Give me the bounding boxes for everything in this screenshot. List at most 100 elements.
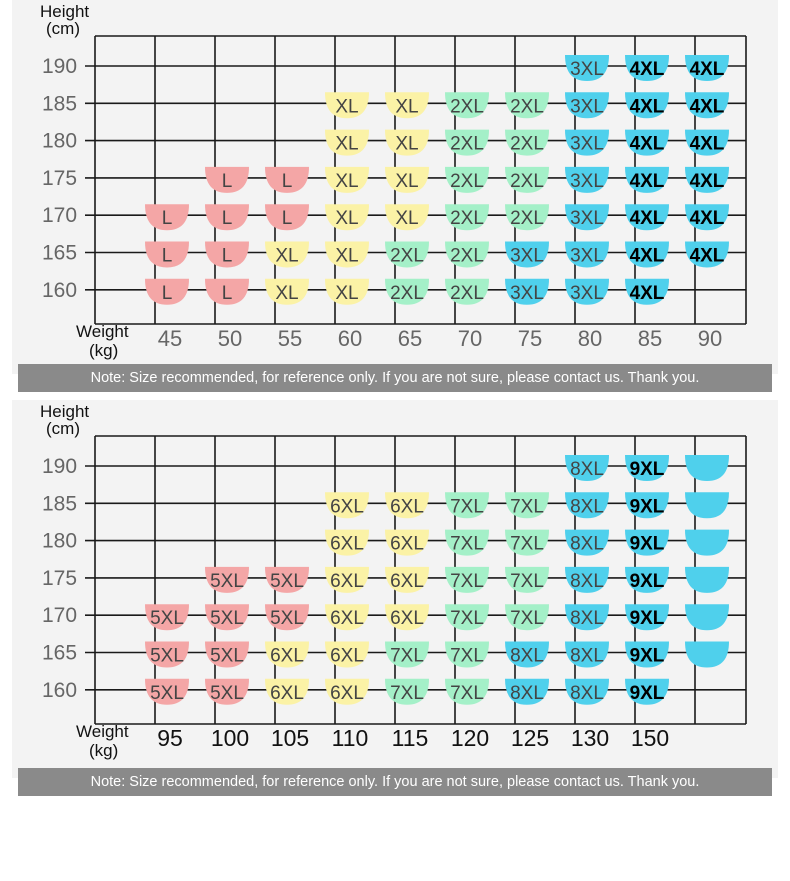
size-label: 8XL <box>510 646 544 667</box>
size-label: 8XL <box>570 608 604 629</box>
size-cell-pink <box>205 278 249 305</box>
size-cell-green <box>445 566 489 593</box>
size-label: 2XL <box>450 246 484 267</box>
size-cell-green <box>445 678 489 705</box>
size-cell-green <box>505 566 549 593</box>
size-label: 2XL <box>450 283 484 304</box>
size-label: 5XL <box>210 646 244 667</box>
size-cell-green <box>445 241 489 268</box>
weight-tick-label: 50 <box>218 326 242 351</box>
height-tick-label: 175 <box>42 167 77 190</box>
size-cell-yellow <box>325 92 369 119</box>
size-cell-blue <box>565 492 609 519</box>
size-cell-yellow <box>385 566 429 593</box>
size-label: 7XL <box>450 683 484 704</box>
size-label: 7XL <box>510 571 544 592</box>
size-cell-green <box>445 278 489 305</box>
size-label: L <box>282 171 293 192</box>
height-tick-label: 185 <box>42 92 77 115</box>
size-grid: Height(cm) Weight(kg) 190 185 180 175 170 165 16… <box>40 2 747 360</box>
size-label: 8XL <box>570 646 604 667</box>
size-cell-blue <box>565 129 609 156</box>
size-cell-green <box>505 129 549 156</box>
size-label: 4XL <box>630 59 665 80</box>
size-cell-yellow <box>385 92 429 119</box>
size-cell-pink <box>145 241 189 268</box>
weight-tick-label: 95 <box>157 725 183 751</box>
size-label: XL <box>395 171 418 192</box>
size-label: 4XL <box>690 59 725 80</box>
size-cell-blue <box>505 241 549 268</box>
size-cell-blue <box>685 241 729 268</box>
height-tick-label: 180 <box>42 130 77 153</box>
size-cell-pink <box>205 604 249 631</box>
size-cell-yellow <box>385 204 429 231</box>
size-label: 5XL <box>150 646 184 667</box>
size-label: 4XL <box>690 171 725 192</box>
weight-tick-label: 85 <box>638 326 662 351</box>
size-cell-blue <box>685 204 729 231</box>
size-cell-yellow <box>325 566 369 593</box>
size-chart-1: Height(cm) Weight(kg) 190 185 180 175 170 165 16… <box>40 2 747 360</box>
size-cell-yellow <box>325 641 369 668</box>
size-cell-yellow <box>325 604 369 631</box>
size-label: 4XL <box>630 134 665 155</box>
size-label: XL <box>335 171 358 192</box>
size-cell-green <box>445 129 489 156</box>
size-label: 6XL <box>390 571 424 592</box>
size-label: 2XL <box>510 134 544 155</box>
size-chart-2: Height(cm) Weight(kg) 190 185 180 175 170 165 16… <box>40 402 747 760</box>
size-label: 4XL <box>630 96 665 117</box>
height-tick-label: 185 <box>42 492 77 515</box>
size-cell-blue <box>625 529 669 556</box>
height-tick-label: 170 <box>42 604 77 627</box>
size-cell-blue <box>625 678 669 705</box>
size-cell-blue <box>565 678 609 705</box>
size-cell-blue <box>685 92 729 119</box>
size-label: XL <box>335 246 358 267</box>
size-cell-blue <box>625 455 669 481</box>
weight-tick-label: 75 <box>518 326 542 351</box>
size-label: 2XL <box>510 208 544 229</box>
size-chart-panel-2: Height (cm) Weight (kg) 190 185 180 175 170 165 16… <box>12 400 778 796</box>
size-cell-blue <box>625 166 669 193</box>
x-axis-unit: (kg) <box>89 741 118 760</box>
height-tick-label: 190 <box>42 455 77 478</box>
size-cell-yellow <box>265 641 309 668</box>
size-cell-yellow <box>385 129 429 156</box>
size-label: 7XL <box>510 534 544 555</box>
height-tick-label: 190 <box>42 55 77 78</box>
size-cell-pink <box>205 566 249 593</box>
height-tick-label: 160 <box>42 279 77 302</box>
size-label: 8XL <box>570 496 604 517</box>
size-label: L <box>222 246 233 267</box>
height-tick-label: 180 <box>42 530 77 553</box>
size-cell-yellow <box>385 166 429 193</box>
size-grid: Height(cm) Weight(kg) 190 185 180 175 170 165 16… <box>40 402 747 760</box>
size-cell-yellow <box>265 278 309 305</box>
size-cell-pink <box>265 566 309 593</box>
size-cell-blue <box>625 492 669 519</box>
size-cell-green <box>505 166 549 193</box>
size-cell-yellow <box>325 529 369 556</box>
size-cell-pink <box>205 241 249 268</box>
size-label: 3XL <box>570 59 604 80</box>
size-label: 8XL <box>570 571 604 592</box>
size-label: 6XL <box>330 496 364 517</box>
size-cell-green <box>505 604 549 631</box>
size-label: 7XL <box>510 608 544 629</box>
size-label: XL <box>335 96 358 117</box>
size-label: 9XL <box>630 608 665 629</box>
height-tick-label: 165 <box>42 642 77 665</box>
size-label: L <box>162 283 173 304</box>
weight-tick-label: 65 <box>398 326 422 351</box>
size-cell-blue <box>565 278 609 305</box>
size-cell-pink <box>145 641 189 668</box>
size-cell-green <box>445 529 489 556</box>
size-cell-blue <box>565 166 609 193</box>
weight-tick-label: 100 <box>211 725 249 751</box>
size-label: L <box>282 208 293 229</box>
size-cell-green <box>445 166 489 193</box>
size-label: 4XL <box>630 171 665 192</box>
weight-tick-label: 105 <box>271 725 309 751</box>
